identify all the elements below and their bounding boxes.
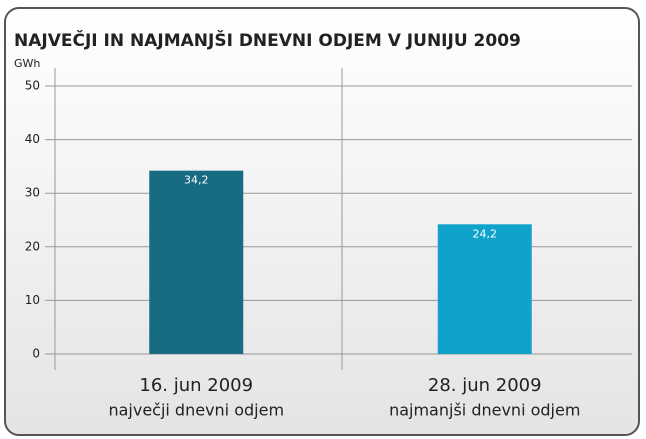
frame	[4, 7, 640, 436]
y-tick-label: 10	[25, 293, 40, 307]
bar	[437, 224, 532, 354]
bar	[149, 170, 244, 354]
x-tick-label: 16. jun 2009	[139, 375, 253, 396]
y-tick-label: 40	[25, 132, 40, 146]
y-axis-label: GWh	[14, 57, 40, 70]
y-tick-label: 50	[25, 79, 40, 93]
y-tick-label: 20	[25, 239, 40, 253]
y-tick-label: 30	[25, 186, 40, 200]
value-label: 24,2	[473, 227, 498, 240]
x-tick-label: 28. jun 2009	[428, 375, 542, 396]
y-tick-label: 0	[32, 347, 40, 361]
x-tick-sublabel: največji dnevni odjem	[108, 401, 284, 420]
chart-title: NAJVEČJI IN NAJMANJŠI DNEVNI ODJEM V JUN…	[14, 29, 521, 51]
value-label: 34,2	[184, 174, 209, 187]
x-tick-sublabel: najmanjši dnevni odjem	[389, 401, 580, 420]
